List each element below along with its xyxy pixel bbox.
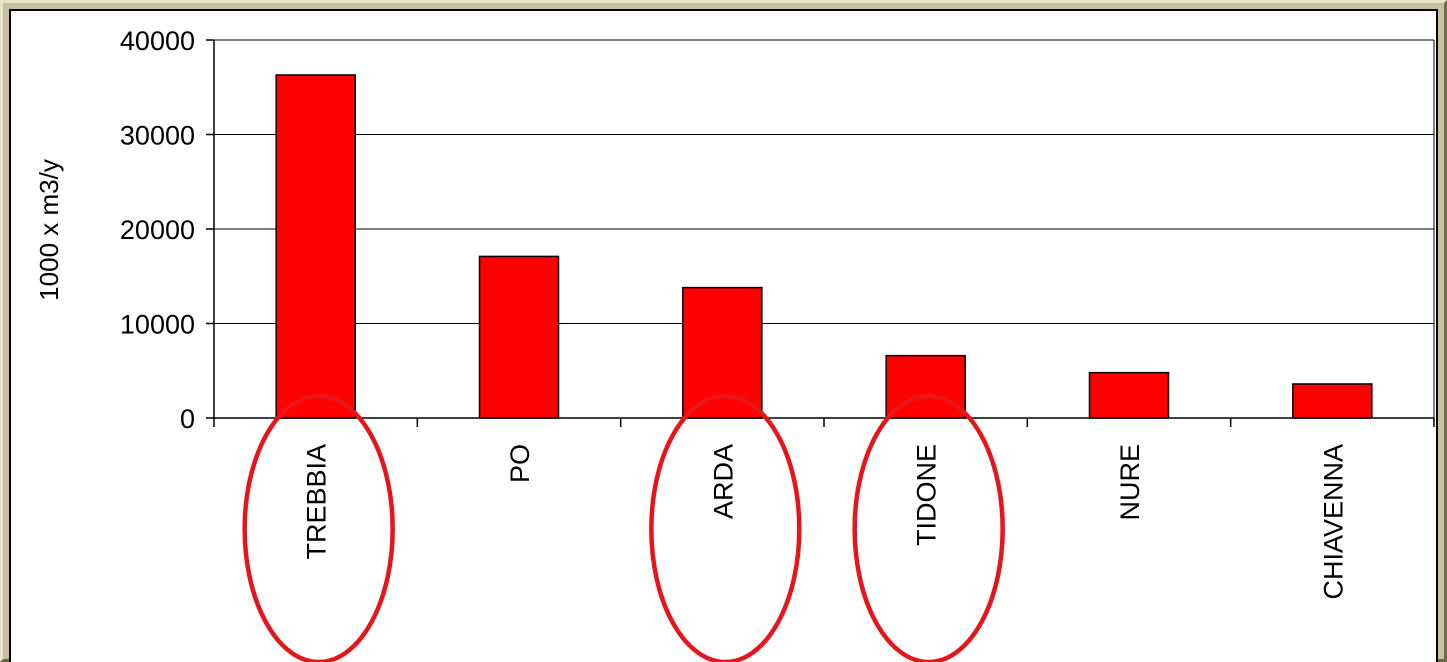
y-tick-label: 20000 xyxy=(120,215,195,245)
y-tick-label: 30000 xyxy=(120,121,195,151)
x-tick-label: ARDA xyxy=(708,444,738,519)
highlight-ellipse-arda xyxy=(649,393,802,662)
y-axis-title: 1000 x m3/y xyxy=(34,159,64,301)
x-tick-label: PO xyxy=(505,444,535,483)
bars xyxy=(275,74,1373,419)
bar-arda xyxy=(682,286,763,419)
bar-po xyxy=(478,255,560,419)
highlight-ellipses xyxy=(242,393,1005,662)
y-tick-labels: 0 10000 20000 30000 40000 xyxy=(120,26,195,434)
y-tick-label: 0 xyxy=(180,404,195,434)
bar-trebbia xyxy=(275,74,356,419)
y-tick-label: 40000 xyxy=(120,26,195,56)
axes xyxy=(206,39,1435,427)
highlight-ellipse-tidone xyxy=(852,393,1005,662)
x-tick-label: NURE xyxy=(1115,444,1145,521)
x-tick-labels: TREBBIA PO ARDA TIDONE NURE CHIAVENNA xyxy=(302,444,1349,600)
bar-nure xyxy=(1088,371,1170,419)
highlight-ellipse-trebbia xyxy=(242,393,395,662)
gridlines xyxy=(214,39,1434,324)
bar-chiavenna xyxy=(1292,383,1373,419)
x-tick-label: TREBBIA xyxy=(302,444,332,560)
x-tick-label: CHIAVENNA xyxy=(1318,444,1348,600)
y-tick-label: 10000 xyxy=(120,310,195,340)
x-tick-label: TIDONE xyxy=(912,444,942,546)
